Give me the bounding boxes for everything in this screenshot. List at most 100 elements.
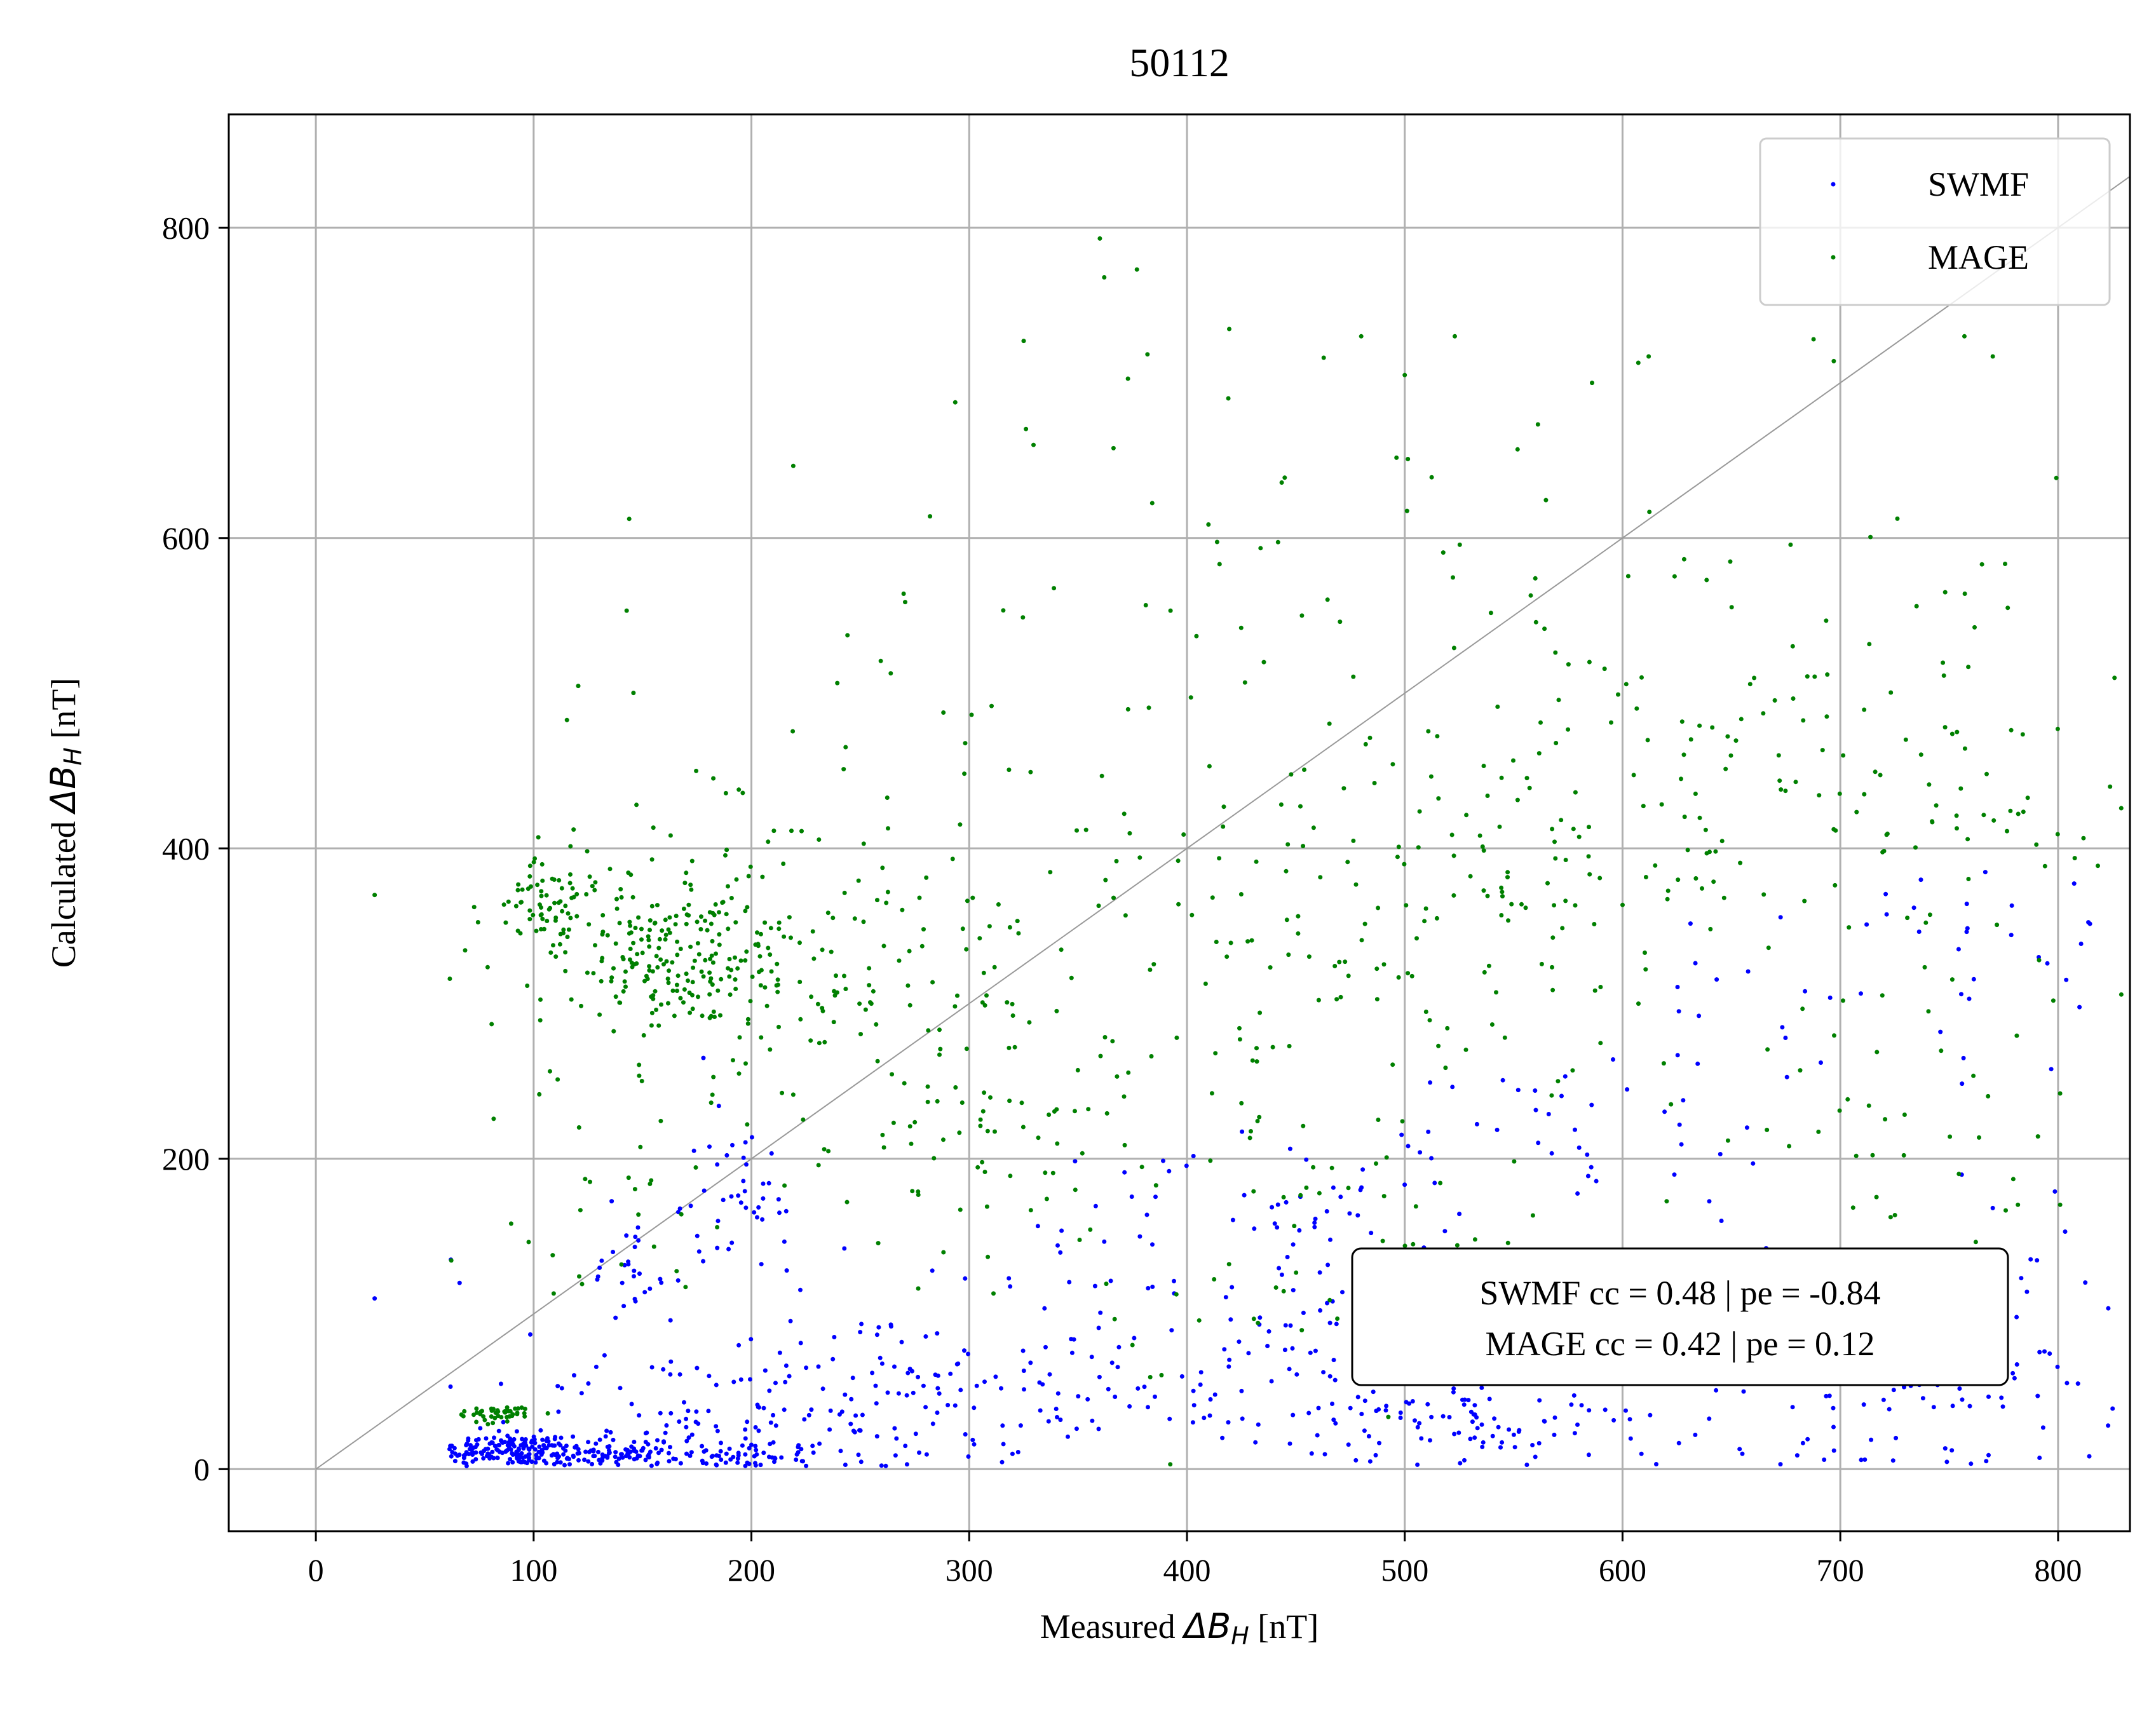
point-mage	[696, 952, 702, 957]
point-swmf	[1058, 1417, 1063, 1423]
point-mage	[1833, 828, 1838, 833]
point-mage	[485, 1422, 491, 1426]
point-mage	[1713, 849, 1718, 854]
point-swmf	[648, 1449, 653, 1454]
point-swmf	[1697, 1013, 1702, 1018]
point-mage	[858, 1032, 863, 1037]
point-swmf	[470, 1459, 475, 1464]
point-swmf	[1451, 1386, 1456, 1391]
point-mage	[888, 671, 893, 676]
point-swmf	[1515, 1088, 1521, 1093]
point-mage	[613, 941, 618, 946]
point-swmf	[492, 1444, 498, 1449]
point-mage	[1703, 827, 1708, 832]
point-mage	[2081, 835, 2086, 841]
point-swmf	[916, 1374, 921, 1379]
point-mage	[1986, 1093, 1991, 1099]
point-mage	[1681, 752, 1686, 757]
point-mage	[1096, 903, 1101, 909]
point-swmf	[756, 1205, 761, 1210]
point-swmf	[1315, 1433, 1320, 1438]
point-mage	[1209, 1091, 1214, 1096]
point-swmf	[2042, 1349, 2047, 1354]
point-mage	[463, 948, 468, 953]
point-mage	[552, 877, 557, 882]
point-swmf	[556, 1409, 561, 1414]
point-mage	[856, 878, 861, 883]
point-swmf	[1938, 1029, 1943, 1034]
point-mage	[1438, 1180, 1443, 1186]
point-swmf	[611, 1437, 616, 1442]
point-swmf	[571, 1434, 576, 1439]
point-mage	[1477, 833, 1482, 838]
point-swmf	[2049, 1067, 2054, 1072]
point-swmf	[592, 1454, 597, 1459]
point-mage	[953, 1004, 958, 1009]
point-mage	[1226, 1262, 1231, 1267]
point-mage	[759, 1035, 764, 1040]
point-swmf	[576, 1458, 581, 1463]
point-mage	[1153, 1183, 1158, 1188]
point-swmf	[2019, 1276, 2024, 1281]
point-swmf	[913, 1431, 918, 1437]
point-mage	[1221, 824, 1226, 829]
stats-annotation: SWMF cc = 0.48 | pe = -0.84 MAGE cc = 0.…	[1351, 1247, 2009, 1386]
point-mage	[728, 992, 733, 997]
point-swmf	[1150, 1242, 1155, 1247]
point-mage	[1854, 809, 1859, 815]
point-mage	[1954, 813, 1959, 818]
point-mage	[684, 921, 689, 926]
point-swmf	[643, 1458, 648, 1463]
point-swmf	[1092, 1283, 1097, 1288]
point-mage	[875, 1059, 880, 1064]
point-mage	[1538, 720, 1543, 725]
point-swmf	[809, 1407, 814, 1412]
point-swmf	[1208, 1397, 1213, 1402]
point-swmf	[1413, 1418, 1417, 1423]
point-swmf	[1662, 1109, 1667, 1114]
point-mage	[867, 966, 872, 971]
point-swmf	[1500, 1440, 1505, 1445]
point-mage	[970, 895, 975, 900]
point-mage	[1212, 1277, 1217, 1282]
point-mage	[748, 864, 753, 869]
point-mage	[647, 964, 652, 969]
point-mage	[1867, 642, 1872, 647]
point-swmf	[2064, 977, 2069, 982]
point-swmf	[2055, 1364, 2060, 1369]
point-swmf	[1472, 1435, 1477, 1440]
point-swmf	[1533, 1088, 1538, 1093]
point-swmf	[828, 1408, 833, 1413]
point-swmf	[1961, 1055, 1966, 1060]
point-mage	[1317, 1191, 1322, 1196]
point-mage	[801, 1117, 806, 1122]
point-mage	[1114, 858, 1119, 863]
point-mage	[675, 952, 680, 957]
point-swmf	[904, 1462, 909, 1467]
point-swmf	[1719, 1219, 1724, 1223]
point-mage	[789, 829, 794, 834]
point-mage	[1620, 902, 1625, 907]
point-mage	[632, 1187, 637, 1192]
point-swmf	[686, 1435, 691, 1440]
point-mage	[876, 1241, 881, 1246]
point-mage	[535, 883, 540, 888]
point-mage	[640, 950, 645, 956]
point-mage	[1282, 475, 1287, 480]
point-swmf	[838, 1449, 843, 1454]
point-swmf	[455, 1453, 460, 1458]
point-mage	[519, 900, 524, 905]
point-mage	[1624, 682, 1629, 687]
point-swmf	[1327, 1320, 1332, 1325]
point-swmf	[1115, 1365, 1120, 1370]
point-swmf	[1740, 1451, 1745, 1456]
point-swmf	[677, 1206, 682, 1211]
point-mage	[820, 1008, 825, 1013]
point-mage	[1802, 898, 1807, 903]
point-mage	[647, 944, 652, 949]
point-mage	[654, 1007, 659, 1012]
point-mage	[743, 909, 748, 914]
point-swmf	[856, 1452, 861, 1458]
point-swmf	[1230, 1285, 1235, 1290]
x-tick-label: 500	[1381, 1552, 1428, 1588]
